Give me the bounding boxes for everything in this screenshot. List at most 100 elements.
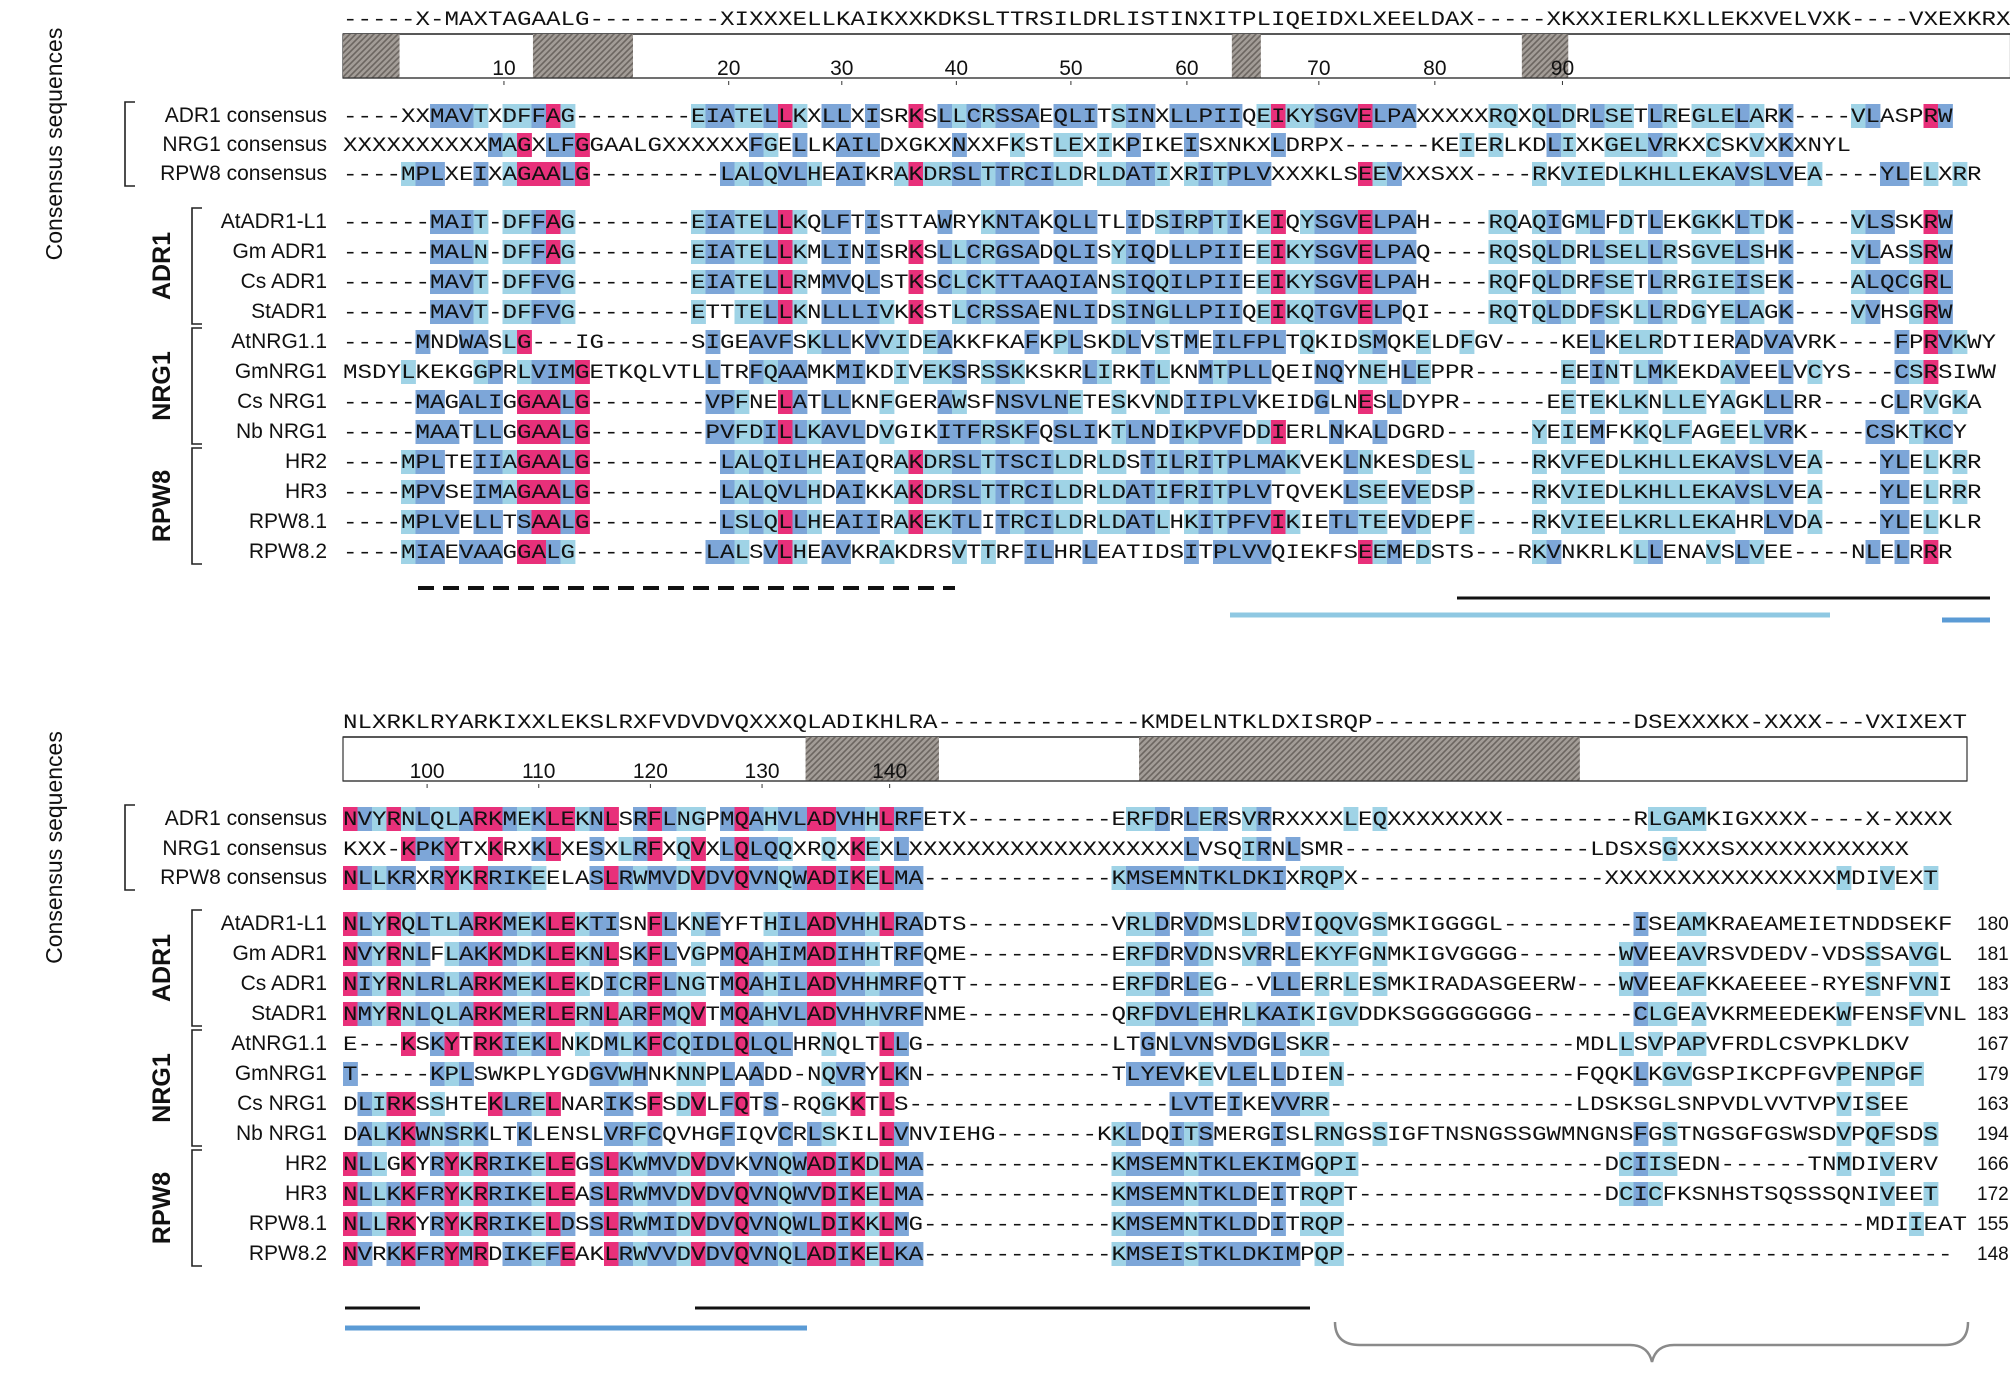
residue-highlight: [1256, 807, 1272, 831]
residue-highlight: [560, 972, 576, 996]
residue-highlight: [1880, 1182, 1895, 1206]
residue-highlight: [473, 972, 489, 996]
residue-highlight: [778, 1242, 793, 1266]
residue-highlight: [749, 104, 764, 128]
residue-highlight: [1140, 162, 1156, 186]
residue-highlight: [1039, 162, 1054, 186]
residue-highlight: [372, 912, 387, 936]
residue-highlight: [1677, 1032, 1692, 1056]
residue-highlight: [908, 1002, 924, 1026]
residue-highlight: [908, 510, 924, 534]
residue-highlight: [1155, 450, 1170, 474]
residue-highlight: [1184, 104, 1199, 128]
residue-highlight: [705, 1212, 721, 1236]
residue-highlight: [952, 240, 967, 264]
residue-highlight: [1010, 480, 1025, 504]
residue-highlight: [517, 1152, 532, 1176]
residue-highlight: [821, 1092, 837, 1116]
residue-highlight: [1242, 1242, 1257, 1266]
residue-highlight: [1155, 480, 1170, 504]
residue-highlight: [981, 480, 996, 504]
residue-highlight: [676, 1212, 692, 1236]
residue-highlight: [1735, 162, 1750, 186]
sequence-length: 148: [1977, 1244, 2009, 1265]
residue-highlight: [792, 360, 808, 384]
residue-highlight: [676, 1002, 692, 1026]
residue-highlight: [560, 210, 576, 234]
residue-highlight: [517, 480, 532, 504]
residue-highlight: [937, 390, 953, 414]
residue-highlight: [1648, 360, 1663, 384]
residue-highlight: [1097, 162, 1112, 186]
residue-highlight: [531, 390, 547, 414]
residue-highlight: [836, 420, 851, 444]
residue-highlight: [792, 300, 808, 324]
residue-highlight: [430, 837, 445, 861]
residue-highlight: [1343, 240, 1359, 264]
residue-highlight: [1198, 1032, 1214, 1056]
residue-highlight: [1010, 162, 1025, 186]
residue-highlight: [894, 330, 909, 354]
residue-highlight: [1198, 807, 1214, 831]
residue-highlight: [1053, 480, 1069, 504]
residue-highlight: [357, 942, 373, 966]
residue-highlight: [618, 1032, 634, 1056]
residue-highlight: [1184, 390, 1199, 414]
residue-highlight: [836, 270, 851, 294]
residue-highlight: [502, 1182, 518, 1206]
residue-highlight: [430, 510, 445, 534]
residue-highlight: [662, 972, 677, 996]
residue-highlight: [995, 450, 1011, 474]
residue-highlight: [1242, 390, 1257, 414]
residue-highlight: [792, 972, 808, 996]
residue-highlight: [1155, 912, 1170, 936]
residue-highlight: [1938, 420, 1953, 444]
residue-highlight: [1184, 912, 1199, 936]
residue-highlight: [1198, 210, 1214, 234]
sequence-name: RPW8.1: [249, 510, 327, 533]
residue-highlight: [1169, 210, 1185, 234]
residue-highlight: [1546, 133, 1562, 157]
residue-highlight: [952, 390, 967, 414]
residue-highlight: [1865, 1122, 1881, 1146]
residue-highlight: [1010, 450, 1025, 474]
residue-highlight: [1314, 270, 1330, 294]
residue-highlight: [1271, 420, 1286, 444]
residue-highlight: [720, 104, 735, 128]
residue-highlight: [952, 162, 967, 186]
residue-highlight: [763, 420, 779, 444]
residue-highlight: [676, 837, 692, 861]
residue-highlight: [923, 360, 938, 384]
residue-highlight: [1227, 420, 1243, 444]
residue-highlight: [1836, 1092, 1852, 1116]
residue-highlight: [952, 450, 967, 474]
position-tick: 100: [410, 760, 445, 783]
residue-highlight: [676, 972, 692, 996]
residue-highlight: [734, 942, 750, 966]
residue-highlight: [430, 162, 445, 186]
residue-highlight: [792, 104, 808, 128]
residue-highlight: [1140, 1152, 1156, 1176]
consensus-axis-label: Consensus sequences: [41, 731, 67, 964]
residue-highlight: [1155, 866, 1170, 890]
residue-highlight: [502, 1152, 518, 1176]
sequence-length: 181: [1977, 944, 2009, 965]
residue-highlight: [981, 240, 996, 264]
residue-highlight: [430, 270, 445, 294]
residue-highlight: [1691, 972, 1707, 996]
residue-highlight: [560, 162, 576, 186]
residue-highlight: [981, 420, 996, 444]
residue-highlight: [865, 837, 880, 861]
residue-highlight: [821, 330, 837, 354]
residue-highlight: [749, 450, 764, 474]
residue-highlight: [1923, 510, 1939, 534]
residue-highlight: [1720, 480, 1736, 504]
residue-highlight: [1909, 972, 1924, 996]
residue-highlight: [1633, 480, 1649, 504]
residue-highlight: [923, 330, 938, 354]
residue-highlight: [691, 942, 706, 966]
residue-highlight: [720, 1092, 735, 1116]
residue-highlight: [1706, 540, 1721, 564]
residue-highlight: [473, 1002, 489, 1026]
residue-highlight: [1619, 330, 1634, 354]
